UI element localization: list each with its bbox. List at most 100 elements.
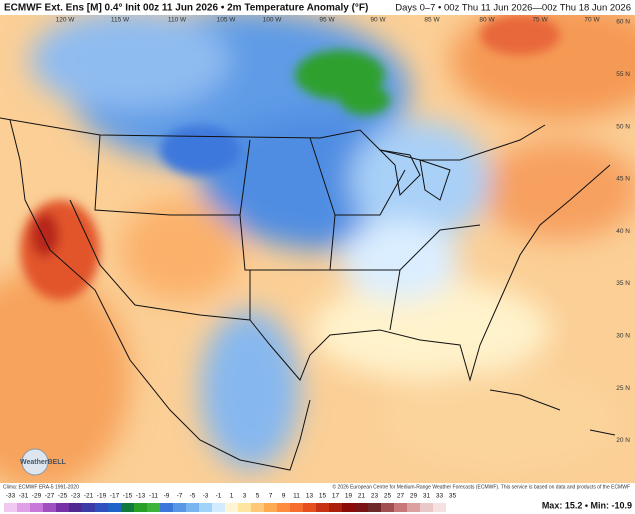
colorbar-swatch bbox=[30, 503, 43, 512]
colorbar-label: 7 bbox=[269, 493, 273, 500]
colorbar-swatch bbox=[303, 503, 316, 512]
header-title: ECMWF Ext. Ens [M] 0.4° Init 00z 11 Jun … bbox=[4, 3, 368, 14]
max-min: Max: 15.2 • Min: -10.9 bbox=[542, 500, 632, 510]
latitude-label: 35 N bbox=[616, 280, 630, 287]
colorbar-swatch bbox=[186, 503, 199, 512]
climo-note: Clima: ECMWF ERA-5 1991-2020 bbox=[3, 484, 79, 490]
colorbar-swatch bbox=[381, 503, 394, 512]
logo-globe bbox=[21, 448, 49, 476]
colorbar-swatch bbox=[225, 503, 238, 512]
colorbar-label: 23 bbox=[371, 493, 379, 500]
colorbar-swatch bbox=[407, 503, 420, 512]
colorbar-label: -29 bbox=[32, 493, 42, 500]
colorbar-swatch bbox=[420, 503, 433, 512]
colorbar-label: -9 bbox=[164, 493, 170, 500]
colorbar-swatch bbox=[108, 503, 121, 512]
longitude-label: 70 W bbox=[584, 17, 600, 24]
coastline bbox=[9, 119, 311, 471]
colorbar-swatch bbox=[238, 503, 251, 512]
map: WeatherBELL bbox=[0, 15, 635, 483]
longitude-label: 100 W bbox=[263, 17, 283, 24]
colorbar-label: 27 bbox=[397, 493, 405, 500]
latitude-label: 30 N bbox=[616, 333, 630, 340]
colorbar-label: -5 bbox=[190, 493, 196, 500]
colorbar-swatch bbox=[251, 503, 264, 512]
colorbar-label: -19 bbox=[97, 493, 107, 500]
colorbar-swatch bbox=[368, 503, 381, 512]
colorbar-label: 19 bbox=[345, 493, 353, 500]
colorbar-label: 21 bbox=[358, 493, 366, 500]
colorbar-swatch bbox=[147, 503, 160, 512]
colorbar-swatch bbox=[290, 503, 303, 512]
colorbar-label: 9 bbox=[282, 493, 286, 500]
colorbar-swatch bbox=[329, 503, 342, 512]
colorbar-swatch bbox=[160, 503, 173, 512]
latitude-label: 50 N bbox=[616, 123, 630, 130]
anomaly-extremes bbox=[20, 15, 560, 300]
anomaly-field bbox=[0, 15, 635, 483]
us-border bbox=[69, 164, 611, 382]
colorbar-swatch bbox=[95, 503, 108, 512]
latitude-label: 55 N bbox=[616, 71, 630, 78]
state-lines bbox=[94, 134, 481, 331]
colorbar: -33 -31 -29 -27 -25 -23 -21 -19 -17 -15 -13 -11 -9 -7… bbox=[4, 493, 459, 512]
colorbar-swatch bbox=[43, 503, 56, 512]
colorbar-label: 29 bbox=[410, 493, 418, 500]
colorbar-label: 25 bbox=[384, 493, 392, 500]
colorbar-label: -3 bbox=[203, 493, 209, 500]
colorbar-label: 5 bbox=[256, 493, 260, 500]
colorbar-label: -27 bbox=[45, 493, 55, 500]
colorbar-label: -15 bbox=[123, 493, 133, 500]
boundaries bbox=[0, 117, 616, 471]
colorbar-swatch bbox=[446, 503, 459, 512]
header-period: Days 0–7 • 00z Thu 11 Jun 2026—00z Thu 1… bbox=[395, 3, 631, 14]
colorbar-label: 11 bbox=[293, 493, 300, 500]
colorbar-label: -23 bbox=[71, 493, 81, 500]
colorbar-label: -7 bbox=[177, 493, 183, 500]
colorbar-label: 15 bbox=[319, 493, 327, 500]
colorbar-label: 35 bbox=[449, 493, 457, 500]
us-canada-border bbox=[0, 117, 546, 161]
logo: WeatherBELL bbox=[20, 459, 66, 466]
colorbar-label: 33 bbox=[436, 493, 444, 500]
colorbar-swatch bbox=[56, 503, 69, 512]
longitude-label: 120 W bbox=[56, 17, 76, 24]
great-lakes bbox=[378, 149, 451, 201]
colorbar-label: -25 bbox=[58, 493, 68, 500]
longitude-labels: 120 W 115 W 110 W 105 W 100 W 95 W 90 W 85 W 80 … bbox=[56, 17, 601, 24]
colorbar-swatch bbox=[355, 503, 368, 512]
colorbar-label: 13 bbox=[306, 493, 314, 500]
colorbar-label: 1 bbox=[230, 493, 234, 500]
copyright: © 2026 European Centre for Medium-Range … bbox=[332, 483, 630, 490]
colorbar-swatch bbox=[342, 503, 355, 512]
colorbar-swatch bbox=[316, 503, 329, 512]
longitude-label: 110 W bbox=[168, 17, 187, 24]
colorbar-label: 31 bbox=[423, 493, 431, 500]
longitude-label: 115 W bbox=[111, 17, 130, 24]
caribbean bbox=[489, 389, 616, 436]
colorbar-label: -17 bbox=[110, 493, 120, 500]
colorbar-swatch bbox=[394, 503, 407, 512]
latitude-labels: 60 N 55 N 50 N 45 N 40 N 35 N 30 N 25 N 20 N bbox=[616, 19, 630, 444]
colorbar-label: -11 bbox=[149, 493, 158, 500]
colorbar-swatch bbox=[4, 503, 17, 512]
longitude-label: 75 W bbox=[532, 17, 548, 24]
colorbar-label: -1 bbox=[216, 493, 222, 500]
latitude-label: 45 N bbox=[616, 176, 630, 183]
colorbar-swatch bbox=[212, 503, 225, 512]
colorbar-label: -33 bbox=[6, 493, 16, 500]
colorbar-swatch bbox=[134, 503, 147, 512]
colorbar-label: 17 bbox=[332, 493, 340, 500]
colorbar-swatch bbox=[17, 503, 30, 512]
colorbar-label: -13 bbox=[136, 493, 146, 500]
colorbar-swatch bbox=[82, 503, 95, 512]
latitude-label: 25 N bbox=[616, 385, 630, 392]
colorbar-swatch bbox=[121, 503, 134, 512]
colorbar-swatch bbox=[69, 503, 82, 512]
colorbar-swatch bbox=[433, 503, 446, 512]
longitude-label: 85 W bbox=[424, 17, 440, 24]
longitude-label: 105 W bbox=[217, 17, 237, 24]
colorbar-swatch bbox=[277, 503, 290, 512]
colorbar-label: -31 bbox=[19, 493, 29, 500]
